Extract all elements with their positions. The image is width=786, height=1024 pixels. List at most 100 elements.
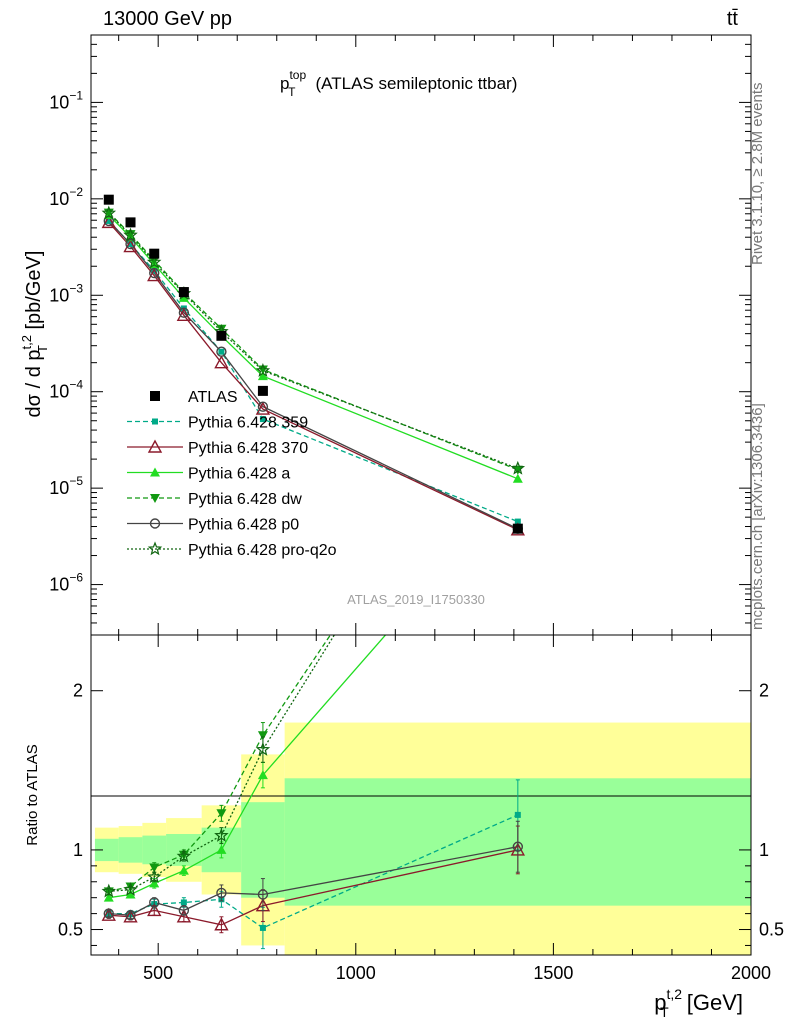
y-label-sup: t,2: [19, 335, 34, 349]
legend-marker: [149, 518, 161, 529]
series-point-ratio: [178, 905, 190, 916]
header: 13000 GeV pp tt̄: [103, 8, 738, 30]
y-tick-label-exp: −5: [69, 474, 83, 488]
x-label-base: p: [654, 990, 666, 1015]
series-point-ratio: [214, 917, 229, 931]
main-series-lines: [108, 212, 519, 531]
legend-label: Pythia 6.428 359: [188, 415, 308, 432]
series-point-main: [125, 238, 136, 250]
y-tick-label-exp: −3: [69, 281, 83, 295]
series-point-main: [178, 307, 190, 318]
series-point-ratio: [216, 844, 227, 854]
series-point-ratio: [180, 899, 187, 906]
y-axis-label-ratio: Ratio to ATLAS: [24, 744, 41, 845]
series-point-ratio: [513, 352, 523, 361]
series-point-ratio: [257, 889, 269, 900]
y-tick-label-base: 10: [49, 382, 69, 402]
y-tick-label-main: 10−2: [49, 185, 83, 209]
title-text: (ATLAS semileptonic ttbar): [316, 74, 518, 93]
data-point-atlas: [125, 217, 136, 228]
series-point-main: [257, 401, 269, 412]
series-point-ratio: [176, 909, 192, 923]
series-point-ratio: [147, 902, 162, 917]
series-point-ratio: [259, 924, 266, 931]
series-point-main: [146, 254, 162, 269]
y-tick-label-exp: −1: [69, 88, 83, 102]
y-tick-label-main: 10−3: [49, 281, 83, 305]
series-point-ratio: [149, 863, 160, 873]
series-point-ratio: [216, 887, 227, 899]
legend-marker: [147, 439, 163, 453]
x-label-sub: T: [660, 1004, 669, 1020]
side-label-bottom: mcplots.cern.ch [arXiv:1306.3436]: [749, 403, 766, 630]
series-point-ratio: [149, 897, 160, 908]
y-tick-label-ratio-right: 1: [759, 840, 769, 860]
series-line-main: [108, 220, 519, 530]
y-tick-label-base: 10: [49, 285, 69, 305]
analysis-label: ATLAS_2019_I1750330: [347, 592, 485, 607]
series-point-ratio: [257, 731, 268, 741]
series-point-main: [101, 205, 117, 220]
series-point-main: [214, 355, 229, 369]
y-tick-label-ratio: 1: [73, 840, 83, 860]
y-tick-label-ratio: 2: [73, 681, 83, 701]
header-right: tt̄: [727, 8, 739, 30]
series-point-main: [147, 268, 162, 282]
series-point-ratio: [101, 907, 116, 921]
ratio-panel: 500 1000 1500 2000 0.5 0.5 1 1 2 2: [58, 335, 784, 983]
series-point-main: [218, 348, 225, 355]
series-point-main: [216, 324, 227, 334]
series-point-main: [216, 346, 227, 357]
x-tick-label: 2000: [731, 963, 771, 983]
x-label-rest: [GeV]: [681, 990, 743, 1015]
ratio-series-markers: [101, 335, 526, 950]
legend-marker: [150, 494, 160, 503]
ratio-frame: [90, 634, 752, 956]
plot-title: ptop T (ATLAS semileptonic ttbar): [280, 68, 517, 99]
series-point-ratio: [514, 811, 521, 818]
title-symbol: p: [280, 74, 289, 93]
main-series-markers: [101, 205, 526, 536]
series-point-ratio: [125, 889, 136, 899]
series-point-main: [255, 401, 271, 415]
series-point-main: [176, 307, 192, 321]
x-tick-label: 1000: [336, 963, 376, 983]
series-point-ratio: [178, 865, 189, 875]
y-tick-label-main: 10−1: [49, 88, 83, 112]
legend-label: Pythia 6.428 pro-q2o: [188, 542, 337, 559]
series-point-ratio: [176, 848, 192, 863]
series-point-main: [257, 365, 268, 375]
band-green-bin: [94, 838, 119, 862]
series-point-main: [149, 267, 160, 279]
y-tick-label-exp: −6: [69, 571, 83, 585]
data-point-atlas: [512, 523, 523, 534]
series-point-main: [512, 473, 523, 483]
x-label-sup: t,2: [667, 986, 683, 1002]
series-point-ratio: [512, 335, 523, 346]
y-tick-label-ratio-right: 2: [759, 681, 769, 701]
series-point-main: [259, 416, 266, 423]
title-sub: T: [288, 85, 296, 99]
main-panel: 10−610−510−410−310−210−1 ptop T (ATLAS sem…: [49, 34, 752, 636]
y-tick-label-main: 10−6: [49, 571, 83, 595]
series-point-ratio: [123, 909, 138, 923]
x-axis-label: pt,2 T [GeV]: [654, 986, 743, 1020]
legend-marker: [147, 541, 163, 556]
legend-label: Pythia 6.428 a: [188, 466, 290, 483]
series-point-ratio: [146, 869, 162, 884]
series-line-main: [108, 221, 519, 531]
series-point-ratio: [101, 883, 117, 898]
series-point-ratio: [103, 892, 114, 902]
y-tick-label-main: 10−5: [49, 474, 83, 498]
series-point-ratio: [255, 741, 271, 756]
data-point-atlas: [178, 287, 189, 298]
ratio-bands: [94, 722, 751, 955]
series-point-main: [101, 214, 116, 229]
y-tick-label-main: 10−4: [49, 378, 83, 402]
band-green-bin: [118, 837, 143, 863]
legend-marker: [152, 418, 158, 425]
series-point-main: [127, 241, 134, 248]
series-point-ratio: [257, 770, 268, 780]
legend-label: Pythia 6.428 370: [188, 440, 308, 457]
